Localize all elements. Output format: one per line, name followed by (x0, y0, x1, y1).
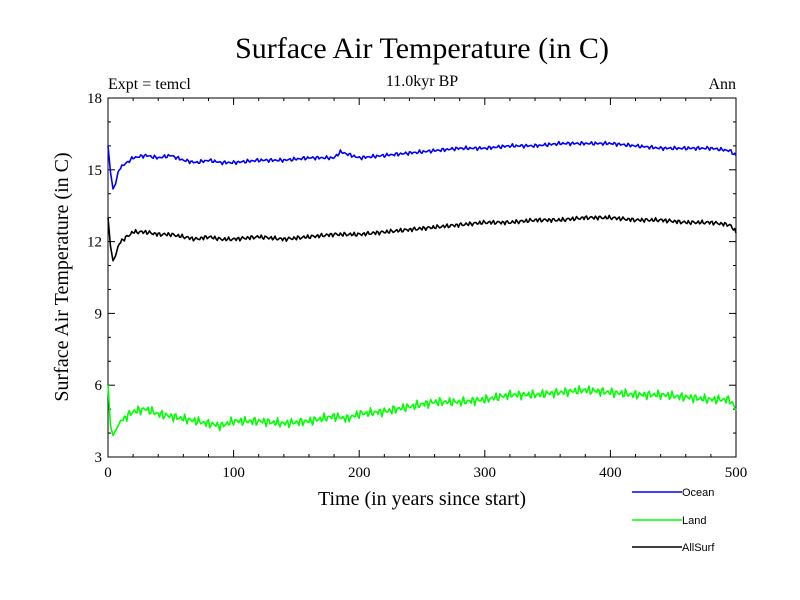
x-tick-label: 200 (348, 465, 371, 481)
legend: Ocean Land AllSurf (632, 487, 715, 554)
experiment-label: Expt = temcl (108, 76, 191, 93)
series-line-ocean (107, 140, 737, 190)
legend-label-land: Land (682, 515, 706, 527)
season-label: Ann (708, 76, 736, 93)
x-axis: 0 100 200 300 400 500 (104, 98, 747, 481)
legend-label-allsurf: AllSurf (682, 542, 715, 554)
legend-label-ocean: Ocean (682, 487, 714, 499)
series-layer (107, 140, 737, 437)
x-tick-label: 500 (725, 465, 748, 481)
x-tick-label: 300 (474, 465, 497, 481)
chart-title: Surface Air Temperature (in C) (235, 32, 609, 65)
y-tick-label: 15 (87, 163, 102, 179)
x-tick-label: 0 (104, 465, 112, 481)
x-tick-label: 100 (222, 465, 245, 481)
y-tick-label: 6 (95, 378, 103, 394)
y-tick-label: 18 (87, 91, 102, 107)
chart-subtitle: 11.0kyr BP (386, 73, 458, 90)
y-tick-label: 9 (95, 306, 103, 322)
y-axis-label: Surface Air Temperature (in C) (51, 152, 73, 401)
x-tick-label: 400 (599, 465, 622, 481)
plot-frame (107, 97, 737, 458)
y-tick-label: 3 (95, 450, 103, 466)
series-line-allsurf (107, 214, 737, 262)
x-axis-label: Time (in years since start) (318, 488, 526, 510)
series-line-land (107, 385, 737, 437)
y-tick-label: 12 (87, 235, 102, 251)
y-axis: 3 6 9 12 15 18 (87, 91, 736, 466)
